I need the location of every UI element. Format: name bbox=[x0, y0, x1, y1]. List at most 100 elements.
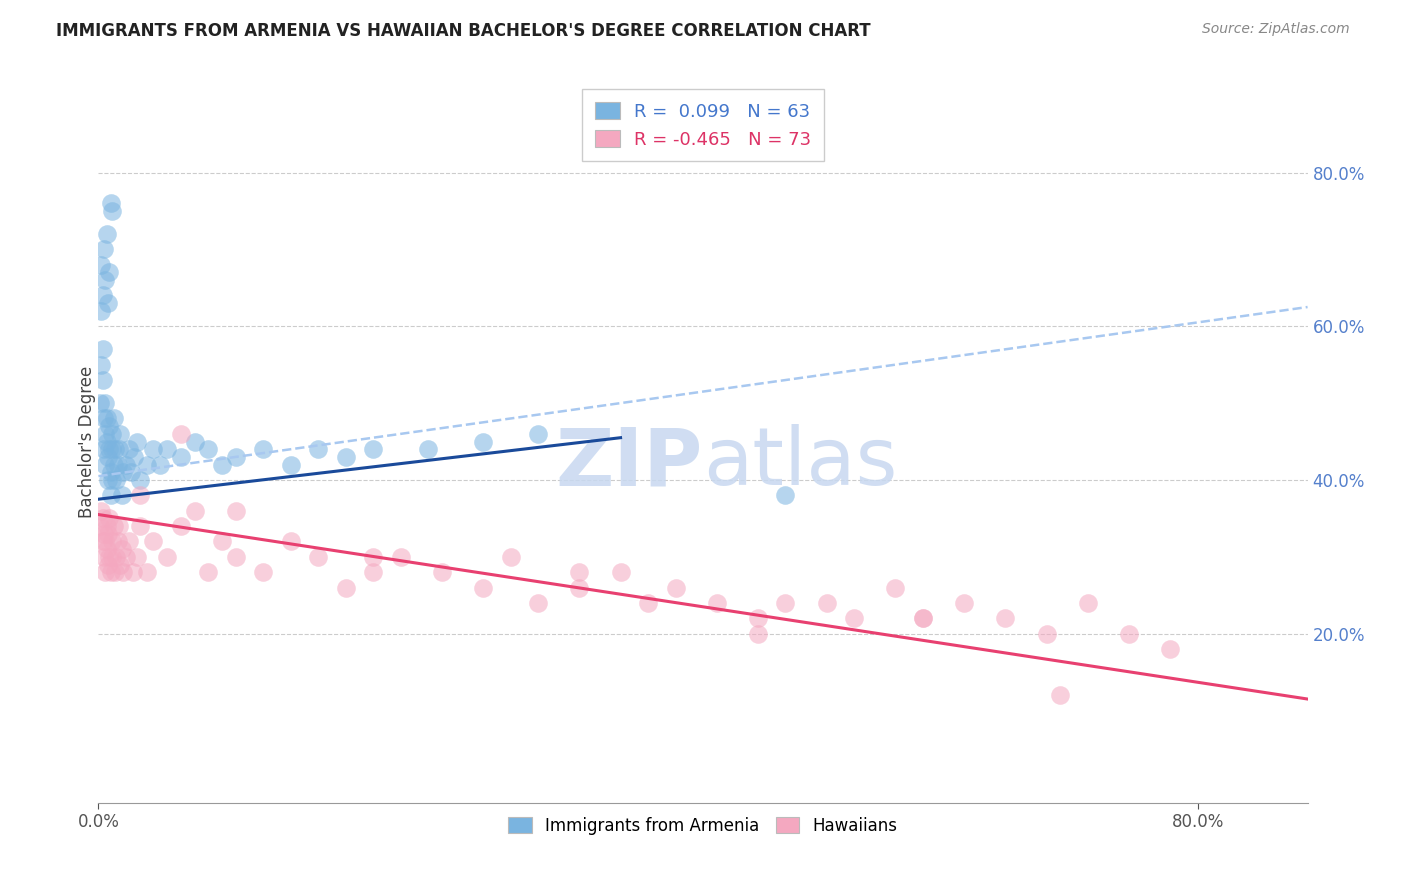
Point bbox=[609, 565, 631, 579]
Point bbox=[98, 442, 121, 457]
Point bbox=[128, 488, 150, 502]
Point bbox=[94, 534, 117, 549]
Point bbox=[125, 549, 148, 564]
Point bbox=[93, 243, 115, 257]
Point bbox=[664, 581, 686, 595]
Point bbox=[1159, 642, 1181, 657]
Point bbox=[103, 519, 125, 533]
Point bbox=[100, 488, 122, 502]
Text: atlas: atlas bbox=[703, 425, 897, 502]
Point bbox=[499, 549, 522, 564]
Point bbox=[90, 358, 112, 372]
Point bbox=[94, 565, 117, 579]
Point bbox=[94, 396, 117, 410]
Point bbox=[103, 411, 125, 425]
Point bbox=[156, 442, 179, 457]
Point bbox=[197, 442, 219, 457]
Point bbox=[120, 465, 142, 479]
Point bbox=[100, 565, 122, 579]
Point bbox=[110, 558, 132, 572]
Point bbox=[135, 458, 157, 472]
Point bbox=[90, 258, 112, 272]
Point bbox=[101, 442, 124, 457]
Point bbox=[170, 519, 193, 533]
Point bbox=[135, 565, 157, 579]
Point bbox=[90, 304, 112, 318]
Point bbox=[568, 581, 591, 595]
Point bbox=[94, 426, 117, 441]
Point bbox=[101, 534, 124, 549]
Point bbox=[775, 488, 797, 502]
Point bbox=[108, 442, 131, 457]
Point bbox=[252, 442, 274, 457]
Point bbox=[97, 473, 120, 487]
Point bbox=[97, 558, 120, 572]
Point bbox=[100, 196, 122, 211]
Point bbox=[111, 542, 134, 557]
Point bbox=[472, 434, 495, 449]
Point bbox=[107, 534, 129, 549]
Point bbox=[361, 442, 384, 457]
Point bbox=[91, 373, 114, 387]
Y-axis label: Bachelor's Degree: Bachelor's Degree bbox=[79, 366, 96, 517]
Point bbox=[115, 549, 138, 564]
Point bbox=[280, 458, 302, 472]
Point bbox=[911, 611, 934, 625]
Point bbox=[101, 549, 124, 564]
Point bbox=[953, 596, 976, 610]
Point bbox=[361, 549, 384, 564]
Point bbox=[775, 596, 797, 610]
Point bbox=[103, 458, 125, 472]
Point bbox=[815, 596, 838, 610]
Point bbox=[98, 549, 121, 564]
Point bbox=[111, 488, 134, 502]
Point bbox=[101, 426, 124, 441]
Point bbox=[112, 465, 135, 479]
Point bbox=[91, 511, 114, 525]
Point bbox=[844, 611, 866, 625]
Point bbox=[91, 343, 114, 357]
Text: Source: ZipAtlas.com: Source: ZipAtlas.com bbox=[1202, 22, 1350, 37]
Point bbox=[89, 519, 111, 533]
Point bbox=[93, 442, 115, 457]
Point bbox=[335, 581, 357, 595]
Point bbox=[118, 534, 141, 549]
Point bbox=[118, 442, 141, 457]
Point bbox=[747, 626, 769, 640]
Point bbox=[142, 534, 165, 549]
Point bbox=[91, 288, 114, 302]
Point bbox=[472, 581, 495, 595]
Point bbox=[149, 458, 172, 472]
Point bbox=[94, 273, 117, 287]
Point bbox=[225, 450, 247, 464]
Text: IMMIGRANTS FROM ARMENIA VS HAWAIIAN BACHELOR'S DEGREE CORRELATION CHART: IMMIGRANTS FROM ARMENIA VS HAWAIIAN BACH… bbox=[56, 22, 870, 40]
Point bbox=[96, 519, 118, 533]
Point bbox=[994, 611, 1017, 625]
Point bbox=[101, 203, 124, 218]
Point bbox=[107, 458, 129, 472]
Point bbox=[307, 442, 329, 457]
Text: ZIP: ZIP bbox=[555, 425, 703, 502]
Point bbox=[97, 526, 120, 541]
Point bbox=[225, 504, 247, 518]
Point bbox=[98, 419, 121, 434]
Point bbox=[98, 265, 121, 279]
Point bbox=[115, 458, 138, 472]
Point bbox=[706, 596, 728, 610]
Point bbox=[389, 549, 412, 564]
Point bbox=[105, 549, 128, 564]
Point bbox=[90, 504, 112, 518]
Point bbox=[197, 565, 219, 579]
Point bbox=[142, 442, 165, 457]
Point bbox=[911, 611, 934, 625]
Point bbox=[128, 473, 150, 487]
Point bbox=[527, 596, 550, 610]
Point bbox=[183, 504, 205, 518]
Point bbox=[747, 611, 769, 625]
Point bbox=[884, 581, 907, 595]
Point bbox=[93, 549, 115, 564]
Point bbox=[527, 426, 550, 441]
Point bbox=[100, 465, 122, 479]
Point bbox=[98, 511, 121, 525]
Point bbox=[96, 411, 118, 425]
